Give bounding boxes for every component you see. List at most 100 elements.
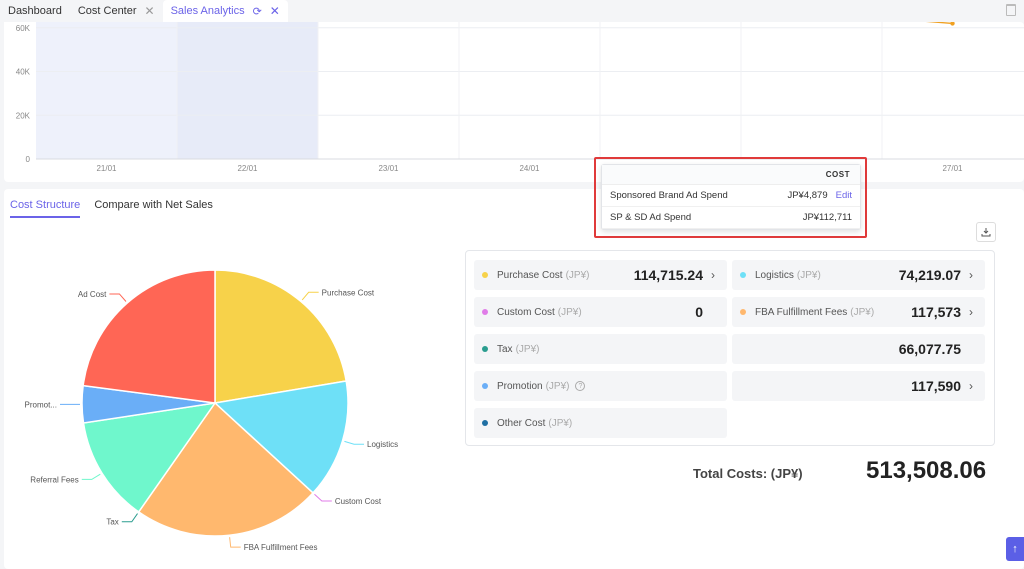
highlight-band	[36, 22, 177, 159]
pie-label-line	[229, 537, 241, 548]
pie-label: Promot...	[25, 400, 57, 409]
tooltip-row-amount: JP¥4,879	[787, 190, 828, 201]
tooltip-row-amount: JP¥112,711	[802, 212, 852, 223]
pie-label: Tax	[106, 518, 118, 527]
pie-slice[interactable]	[82, 401, 217, 513]
cost-card[interactable]: FBA Fulfillment Fees (JP¥) 117,573 ›	[732, 297, 985, 327]
cost-card-name: Custom Cost	[497, 306, 555, 318]
tooltip-row-label: SP & SD Ad Spend	[610, 212, 692, 223]
pie-slice[interactable]	[137, 401, 315, 537]
tab-dashboard[interactable]: Dashboard	[0, 0, 70, 22]
trash-icon[interactable]	[1006, 4, 1016, 16]
pie-label: Purchase Cost	[322, 288, 375, 297]
legend-dot	[482, 420, 488, 426]
x-tick-label: 22/01	[237, 164, 258, 173]
cost-pie-chart: Purchase Cost Logistics Custom Cost FBA Ful…	[25, 269, 398, 552]
legend-dot	[482, 346, 488, 352]
tooltip-row-label: Sponsored Brand Ad Spend	[610, 190, 728, 201]
cost-card-unit: (JP¥)	[548, 417, 573, 429]
pie-label-line	[314, 493, 332, 502]
scroll-to-top-button[interactable]: ↑	[1006, 537, 1024, 561]
tooltip-header: COST	[602, 165, 860, 185]
cost-card-unit: (JP¥)	[557, 306, 582, 318]
pie-label-line	[81, 473, 101, 480]
chevron-right-icon[interactable]: ›	[711, 268, 715, 282]
tab-sales-analytics[interactable]: Sales Analytics ⟳ ✕	[162, 0, 288, 22]
cost-card-value: 117,573	[911, 304, 961, 320]
legend-dot	[740, 309, 746, 315]
help-icon[interactable]: ?	[575, 381, 586, 391]
legend-dot	[740, 272, 746, 278]
cost-card-unit: (JP¥)	[545, 380, 570, 392]
tab-label: Cost Center	[77, 5, 137, 17]
y-tick-label: 40K	[16, 68, 31, 77]
cost-card-value: 0	[695, 304, 703, 320]
close-icon[interactable]: ✕	[144, 4, 155, 18]
highlight-band	[177, 22, 318, 159]
trend-point	[950, 21, 955, 26]
trend-chart: 60K40K20K021/0122/0123/0124/0125/0126/01…	[16, 0, 1024, 173]
cost-card-name: FBA Fulfillment Fees	[755, 306, 848, 318]
cost-card-name: Promotion	[497, 380, 543, 392]
pie-slice[interactable]	[82, 269, 216, 404]
cost-card-value: 114,715.24	[633, 267, 703, 283]
cost-cards: Purchase Cost (JP¥) 114,715.24 › Logistics (J…	[465, 250, 995, 446]
tab-compare-net-sales[interactable]: Compare with Net Sales	[94, 199, 213, 211]
chevron-right-icon[interactable]: ›	[969, 305, 973, 319]
ad-cost-tooltip: COST Sponsored Brand Ad Spend JP¥4,879 E…	[601, 164, 861, 230]
total-costs-label: Total Costs: (JP¥)	[693, 466, 803, 481]
tab-cost-center[interactable]: Cost Center ✕	[70, 0, 163, 22]
y-tick-label: 60K	[16, 24, 31, 33]
cost-card-name: Logistics	[755, 269, 794, 281]
subtab-bar: Cost Structure Compare with Net Sales	[10, 199, 213, 218]
x-tick-label: 21/01	[96, 164, 117, 173]
total-costs-value: 513,508.06	[866, 457, 987, 484]
pie-slice[interactable]	[214, 269, 348, 404]
cost-card-value: 117,590	[911, 378, 961, 394]
tooltip-row: SP & SD Ad Spend JP¥112,711	[602, 207, 860, 229]
tab-bar: Dashboard Cost Center ✕ Sales Analytics ⟳ ✕	[0, 0, 1024, 22]
x-tick-label: 23/01	[378, 164, 399, 173]
x-tick-label: 24/01	[519, 164, 540, 173]
tooltip-highlight-box	[594, 157, 867, 238]
cost-card: Tax (JP¥)	[474, 334, 727, 364]
pie-label: Ad Cost	[78, 290, 107, 299]
x-tick-label: 27/01	[942, 164, 963, 173]
y-tick-label: 20K	[16, 111, 31, 120]
cost-card[interactable]: Logistics (JP¥) 74,219.07 ›	[732, 260, 985, 290]
tab-label: Sales Analytics	[170, 5, 245, 17]
y-tick-label: 0	[26, 155, 31, 164]
legend-dot	[482, 383, 488, 389]
legend-dot	[482, 272, 488, 278]
chevron-right-icon[interactable]: ›	[969, 268, 973, 282]
cost-card[interactable]: Purchase Cost (JP¥) 114,715.24 ›	[474, 260, 727, 290]
pie-label-line	[301, 291, 319, 301]
pie-label-line	[344, 440, 365, 445]
tab-cost-structure[interactable]: Cost Structure	[10, 199, 81, 218]
cost-card-unit: (JP¥)	[796, 269, 821, 281]
pie-slice[interactable]	[213, 380, 349, 494]
chevron-right-icon[interactable]: ›	[969, 379, 973, 393]
cost-card-name: Purchase Cost	[497, 269, 563, 281]
cost-card-unit: (JP¥)	[515, 343, 540, 355]
cost-card: Custom Cost (JP¥) 0	[474, 297, 727, 327]
pie-label-line	[121, 513, 138, 523]
legend-dot	[482, 309, 488, 315]
edit-link[interactable]: Edit	[835, 190, 852, 201]
cost-card: 66,077.75	[732, 334, 985, 364]
close-icon[interactable]: ✕	[269, 4, 280, 18]
pie-label: Custom Cost	[335, 497, 382, 506]
arrow-up-icon: ↑	[1012, 543, 1018, 555]
cost-card-value: 74,219.07	[898, 267, 961, 283]
refresh-icon[interactable]: ⟳	[252, 5, 262, 18]
cost-card[interactable]: 117,590 ›	[732, 371, 985, 401]
trend-line	[529, 0, 953, 25]
pie-label-line	[109, 293, 127, 302]
cost-card-unit: (JP¥)	[850, 306, 875, 318]
pie-label: Referral Fees	[30, 475, 78, 484]
cost-card-name: Other Cost	[497, 417, 546, 429]
pie-label: Logistics	[367, 440, 398, 449]
tab-label: Dashboard	[8, 5, 62, 17]
download-button[interactable]	[976, 222, 996, 242]
cost-card-unit: (JP¥)	[565, 269, 590, 281]
